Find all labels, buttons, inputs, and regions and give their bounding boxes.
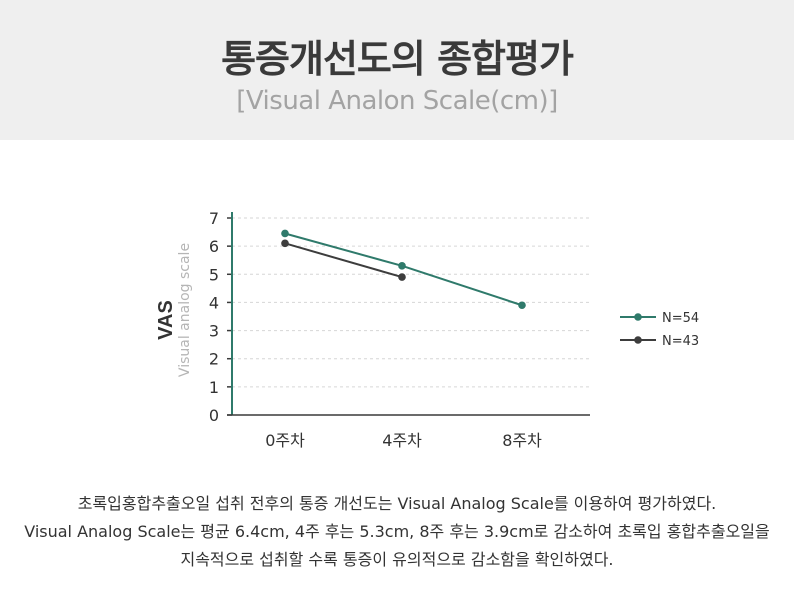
data-point <box>281 229 289 238</box>
x-tick-label: 4주차 <box>382 431 422 450</box>
series-line <box>284 242 403 279</box>
x-tick-labels: 0주차 4주차 8주차 <box>265 431 542 450</box>
header-banner: 통증개선도의 종합평가 [Visual Analon Scale(cm)] <box>0 0 794 140</box>
description: 초록입홍합추출오일 섭취 전후의 통증 개선도는 Visual Analog S… <box>0 490 794 574</box>
y-tick-label: 6 <box>209 237 219 256</box>
y-tick-label: 7 <box>209 209 219 228</box>
description-line-1: 초록입홍합추출오일 섭취 전후의 통증 개선도는 Visual Analog S… <box>77 494 717 513</box>
y-tick-label: 5 <box>209 265 219 284</box>
y-axis-sublabel: Visual analog scale <box>177 243 193 377</box>
chart-series <box>281 229 526 310</box>
data-point <box>398 273 406 281</box>
series-line <box>284 232 523 307</box>
description-line-3: 지속적으로 섭취할 수록 통증이 유의적으로 감소함을 확인하였다. <box>180 550 614 569</box>
legend-label: N=43 <box>662 334 699 349</box>
x-tick-label: 8주차 <box>502 431 542 450</box>
chart-legend: N=54 N=43 <box>620 311 699 349</box>
y-tick-label: 4 <box>209 293 219 312</box>
data-point <box>398 262 406 270</box>
line-chart: 0 1 2 3 4 5 6 7 0주차 4주차 8주차 VAS Visual analog sca… <box>155 209 699 450</box>
y-axis-label: VAS <box>155 300 177 340</box>
x-tick-label: 0주차 <box>265 431 305 450</box>
legend-label: N=54 <box>662 311 699 326</box>
description-line-2: Visual Analog Scale는 평균 6.4cm, 4주 후는 5.3… <box>24 522 770 541</box>
chart-axes <box>227 212 590 416</box>
y-tick-label: 3 <box>209 322 219 341</box>
y-tick-label: 2 <box>209 350 219 369</box>
page-subtitle: [Visual Analon Scale(cm)] <box>236 86 558 116</box>
data-point <box>281 239 289 248</box>
y-tick-label: 1 <box>209 378 219 397</box>
legend-marker <box>634 313 642 321</box>
y-tick-labels: 0 1 2 3 4 5 6 7 <box>209 209 219 425</box>
y-tick-label: 0 <box>209 406 219 425</box>
data-point <box>518 301 526 310</box>
legend-marker <box>634 336 642 344</box>
page-title: 통증개선도의 종합평가 <box>221 37 574 81</box>
